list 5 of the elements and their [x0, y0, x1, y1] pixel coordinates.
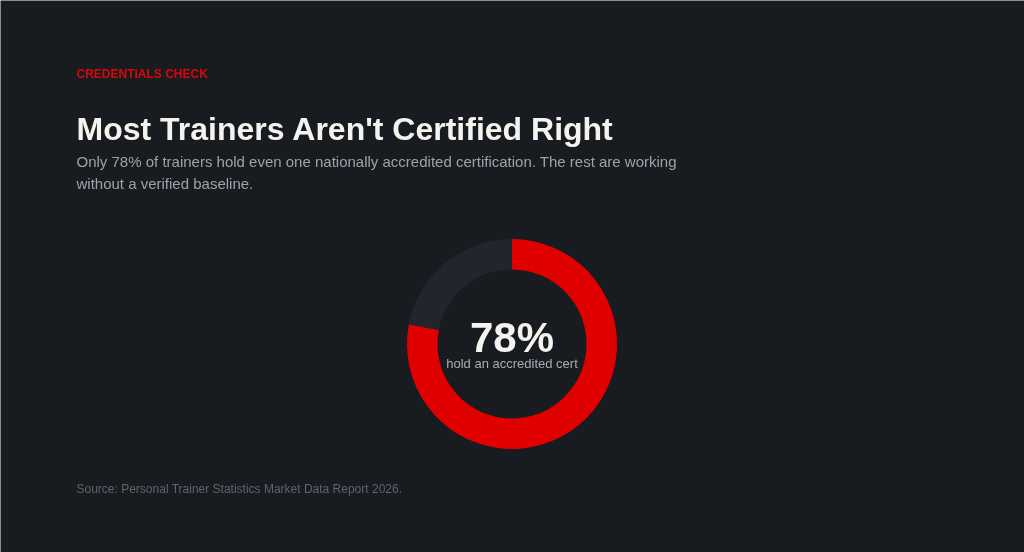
chart-subtitle: Only 78% of trainers hold even one nationally accredited certification. The rest are working without a verified baseline. — [75, 153, 677, 192]
text: hold an accredited cert — [446, 356, 579, 371]
text: CREDENTIALS CHECK — [76, 66, 209, 81]
chart-title: Most Trainers Aren't Certified Right — [76, 110, 614, 147]
source-note: Source: Personal Trainer Statistics Market Data Report 2026. — [76, 481, 402, 496]
